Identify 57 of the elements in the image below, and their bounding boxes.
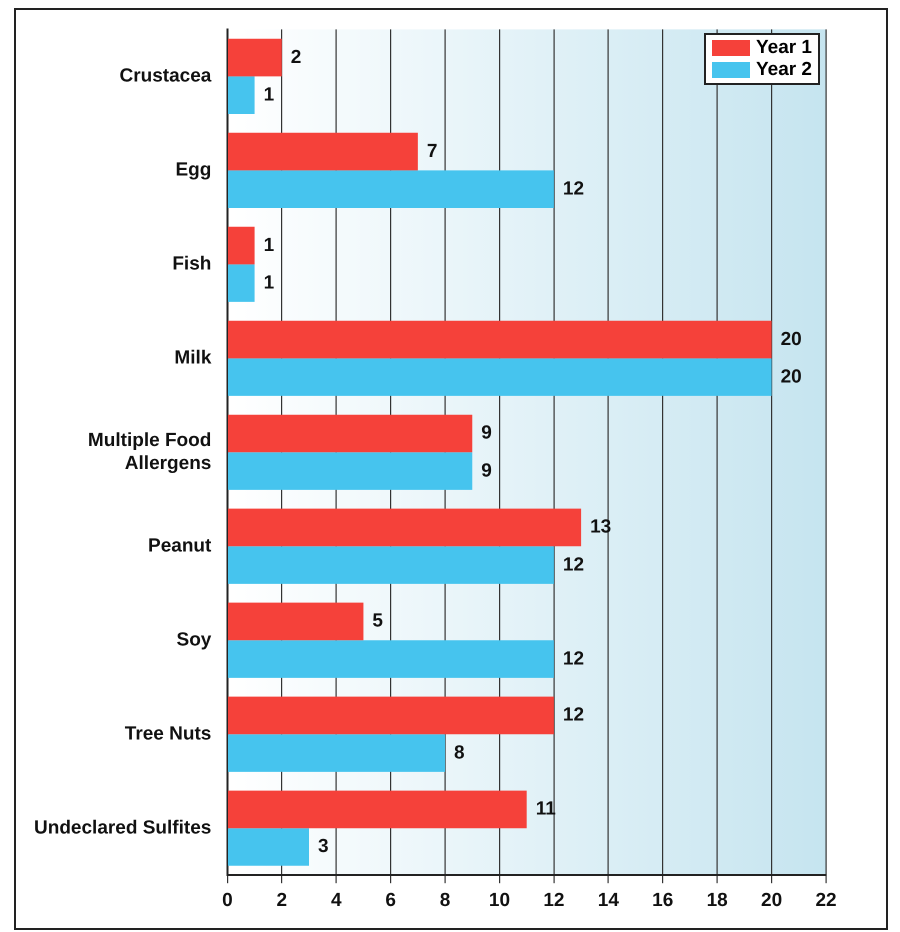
bar bbox=[228, 358, 772, 396]
x-tick-label: 22 bbox=[815, 890, 837, 911]
data-label: 7 bbox=[426, 140, 438, 162]
y-tick-label: Undeclared Sulfites bbox=[34, 817, 212, 838]
bar bbox=[228, 132, 418, 170]
y-tick-label: Crustacea bbox=[119, 66, 212, 87]
bar bbox=[228, 790, 527, 828]
data-label: 2 bbox=[290, 46, 302, 68]
x-tick-label: 4 bbox=[330, 890, 342, 911]
y-tick-label: Soy bbox=[176, 629, 212, 650]
y-tick-label: Multiple Food Allergens bbox=[88, 430, 212, 474]
x-tick-label: 18 bbox=[706, 890, 728, 911]
legend-label: Year 2 bbox=[756, 59, 812, 82]
x-tick-label: 14 bbox=[598, 890, 620, 911]
y-tick-label: Tree Nuts bbox=[124, 723, 212, 744]
bar bbox=[228, 226, 255, 264]
y-tick-label: Peanut bbox=[148, 536, 212, 557]
data-label: 12 bbox=[562, 554, 584, 576]
data-label: 1 bbox=[264, 234, 275, 256]
bar bbox=[228, 170, 554, 208]
data-label: 20 bbox=[780, 366, 802, 388]
data-label: 9 bbox=[481, 460, 492, 482]
legend-label: Year 1 bbox=[756, 37, 812, 60]
x-tick-label: 6 bbox=[385, 890, 396, 911]
x-tick-label: 12 bbox=[543, 890, 564, 911]
bar bbox=[228, 640, 554, 678]
y-tick-label: Egg bbox=[175, 160, 212, 181]
bar bbox=[228, 546, 554, 584]
data-label: 5 bbox=[372, 610, 384, 632]
bar bbox=[228, 320, 772, 358]
x-tick-label: 16 bbox=[652, 890, 674, 911]
data-label: 1 bbox=[264, 84, 275, 106]
bar bbox=[228, 734, 446, 772]
x-tick-label: 8 bbox=[440, 890, 450, 911]
bar bbox=[228, 414, 472, 452]
data-label: 12 bbox=[562, 704, 584, 726]
data-label: 9 bbox=[481, 422, 492, 444]
data-label: 8 bbox=[454, 742, 465, 764]
x-tick-label: 2 bbox=[276, 890, 288, 911]
data-label: 12 bbox=[562, 178, 584, 200]
bar bbox=[228, 264, 255, 302]
data-label: 1 bbox=[264, 272, 275, 294]
y-tick-label: Fish bbox=[172, 254, 212, 275]
bar bbox=[228, 76, 255, 114]
bar bbox=[228, 602, 364, 640]
data-label: 20 bbox=[780, 328, 802, 350]
bar bbox=[228, 696, 554, 734]
bar bbox=[228, 828, 310, 866]
x-tick-label: 10 bbox=[488, 890, 510, 911]
bar bbox=[228, 38, 282, 76]
data-label: 12 bbox=[562, 648, 584, 670]
x-tick-label: 20 bbox=[761, 890, 782, 911]
y-tick-label: Milk bbox=[174, 348, 212, 369]
bar bbox=[228, 452, 472, 490]
data-label: 3 bbox=[318, 836, 329, 858]
bar bbox=[228, 508, 582, 546]
x-tick-label: 0 bbox=[222, 890, 233, 911]
